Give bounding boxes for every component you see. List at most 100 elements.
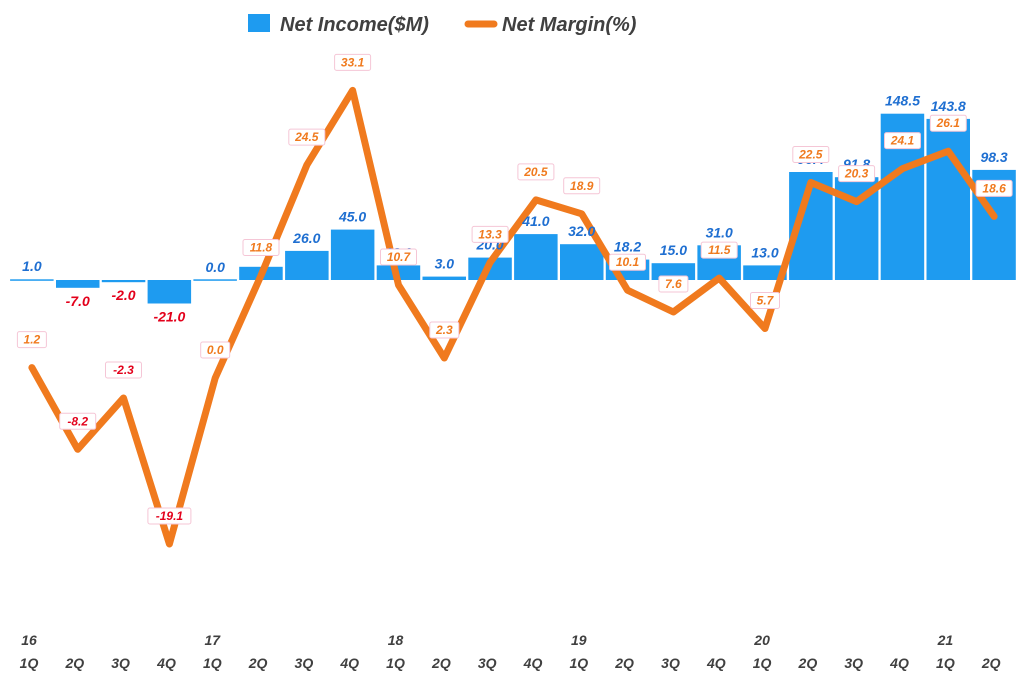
net-margin-label: 10.1 bbox=[616, 255, 640, 269]
net-margin-label: 24.1 bbox=[890, 134, 915, 148]
net-margin-label-box bbox=[16, 331, 47, 349]
x-tick-quarter-label: 1Q bbox=[386, 655, 405, 671]
net-income-bar bbox=[285, 250, 329, 280]
net-margin-label: -8.2 bbox=[67, 414, 88, 428]
net-margin-label: 18.6 bbox=[982, 181, 1006, 195]
net-margin-label: 18.9 bbox=[570, 179, 594, 193]
net-income-bar bbox=[743, 265, 787, 280]
net-margin-label-box bbox=[838, 165, 876, 183]
net-margin-label-box bbox=[429, 321, 460, 339]
x-tick-quarter-label: 2Q bbox=[431, 655, 451, 671]
legend: Net Income($M) Net Margin(%) bbox=[248, 14, 637, 36]
net-income-bar bbox=[56, 280, 100, 288]
x-tick-quarter-label: 3Q bbox=[295, 655, 314, 671]
net-income-bar bbox=[330, 229, 375, 280]
net-margin-label-box bbox=[517, 163, 555, 181]
x-tick-quarter-label: 2Q bbox=[614, 655, 634, 671]
net-income-bar bbox=[560, 244, 604, 280]
net-margin-label: 26.1 bbox=[936, 116, 961, 130]
net-income-label: -21.0 bbox=[153, 309, 185, 325]
net-margin-label-box bbox=[884, 132, 921, 150]
legend-swatch-net-income bbox=[248, 14, 270, 32]
net-income-label: 31.0 bbox=[706, 224, 733, 240]
x-tick-year-label: 20 bbox=[753, 632, 770, 648]
net-margin-label-box bbox=[471, 225, 509, 243]
bars-group bbox=[10, 113, 1016, 304]
net-income-label: 1.0 bbox=[22, 258, 42, 274]
x-tick-quarter-label: 4Q bbox=[339, 655, 359, 671]
net-income-label: 15.0 bbox=[660, 242, 687, 258]
net-margin-label: 20.3 bbox=[844, 167, 869, 181]
net-margin-label: 20.5 bbox=[523, 165, 548, 179]
net-income-label: 26.0 bbox=[292, 230, 320, 246]
net-income-bar bbox=[101, 280, 146, 283]
line-labels-group: 1.2 -8.2 -2.3 -19.1 0.0 11.8 24.5 33.1 10.7 2.3 13… bbox=[16, 53, 1013, 525]
x-tick-quarter-label: 2Q bbox=[981, 655, 1001, 671]
net-income-bar bbox=[926, 118, 970, 281]
net-margin-label: 33.1 bbox=[341, 55, 365, 69]
net-margin-label-box bbox=[609, 253, 646, 271]
net-margin-label-box bbox=[105, 361, 142, 379]
x-tick-quarter-label: 4Q bbox=[706, 655, 726, 671]
x-tick-year-label: 19 bbox=[571, 632, 587, 648]
net-income-label: 3.0 bbox=[435, 256, 455, 272]
net-margin-label: 0.0 bbox=[207, 343, 224, 357]
net-margin-label-box bbox=[242, 239, 280, 256]
margin-line-group bbox=[28, 86, 998, 548]
net-margin-label: 11.5 bbox=[708, 243, 731, 257]
net-income-bar bbox=[193, 279, 237, 281]
x-tick-quarter-label: 4Q bbox=[889, 655, 909, 671]
net-income-label: 148.5 bbox=[885, 93, 920, 109]
net-income-label: 18.2 bbox=[614, 239, 641, 255]
x-tick-quarter-label: 3Q bbox=[111, 655, 130, 671]
net-income-label: 13.0 bbox=[751, 244, 778, 260]
net-margin-label: 1.2 bbox=[24, 333, 41, 347]
net-margin-label: 2.3 bbox=[435, 323, 453, 337]
net-margin-label-box bbox=[288, 128, 326, 146]
net-margin-label: 11.8 bbox=[250, 241, 273, 255]
net-margin-label: 13.3 bbox=[478, 227, 502, 241]
x-tick-quarter-label: 2Q bbox=[248, 655, 268, 671]
x-tick-quarter-label: 1Q bbox=[20, 655, 39, 671]
net-income-label: -7.0 bbox=[66, 293, 90, 309]
x-tick-quarter-label: 4Q bbox=[156, 655, 176, 671]
net-income-bar bbox=[10, 279, 54, 281]
legend-label-net-income: Net Income($M) bbox=[280, 14, 429, 36]
net-income-bar bbox=[514, 234, 558, 280]
net-margin-label: 10.7 bbox=[387, 250, 412, 264]
x-tick-quarter-label: 3Q bbox=[844, 655, 863, 671]
net-margin-label: 22.5 bbox=[798, 148, 823, 162]
net-margin-label: -19.1 bbox=[156, 509, 184, 523]
net-income-label: 0.0 bbox=[205, 259, 225, 275]
net-income-label: 32.0 bbox=[568, 223, 595, 239]
net-margin-label-box bbox=[200, 341, 231, 359]
net-margin-label-box bbox=[380, 248, 417, 266]
net-income-label: 98.3 bbox=[980, 149, 1007, 165]
net-margin-label-box bbox=[975, 179, 1013, 197]
net-income-label: -2.0 bbox=[111, 287, 135, 303]
net-margin-label: 7.6 bbox=[665, 277, 682, 291]
net-margin-label: -2.3 bbox=[113, 363, 134, 377]
net-income-label: 143.8 bbox=[931, 98, 966, 114]
x-tick-quarter-label: 3Q bbox=[478, 655, 497, 671]
net-margin-label-box bbox=[563, 177, 601, 195]
legend-label-net-margin: Net Margin(%) bbox=[502, 14, 637, 36]
net-margin-label-box bbox=[700, 241, 738, 259]
x-tick-quarter-label: 3Q bbox=[661, 655, 680, 671]
net-margin-label: 5.7 bbox=[757, 294, 775, 308]
net-income-label: 41.0 bbox=[521, 213, 549, 229]
x-tick-quarter-label: 1Q bbox=[753, 655, 772, 671]
net-income-bar bbox=[147, 280, 192, 304]
net-margin-line bbox=[28, 86, 998, 548]
x-tick-quarter-label: 1Q bbox=[203, 655, 222, 671]
x-tick-year-label: 16 bbox=[21, 632, 37, 648]
x-tick-year-label: 18 bbox=[388, 632, 404, 648]
x-axis: 16 1Q 2Q 3Q 4Q 17 1Q 2Q 3Q 4Q 18 1Q 2Q 3Q 4Q 19 1Q 2Q 3Q 4Q… bbox=[20, 632, 1001, 671]
x-tick-year-label: 17 bbox=[205, 632, 222, 648]
net-income-label: 45.0 bbox=[338, 209, 366, 225]
x-tick-quarter-label: 2Q bbox=[798, 655, 818, 671]
x-tick-quarter-label: 2Q bbox=[64, 655, 84, 671]
net-margin-label-box bbox=[59, 412, 97, 430]
